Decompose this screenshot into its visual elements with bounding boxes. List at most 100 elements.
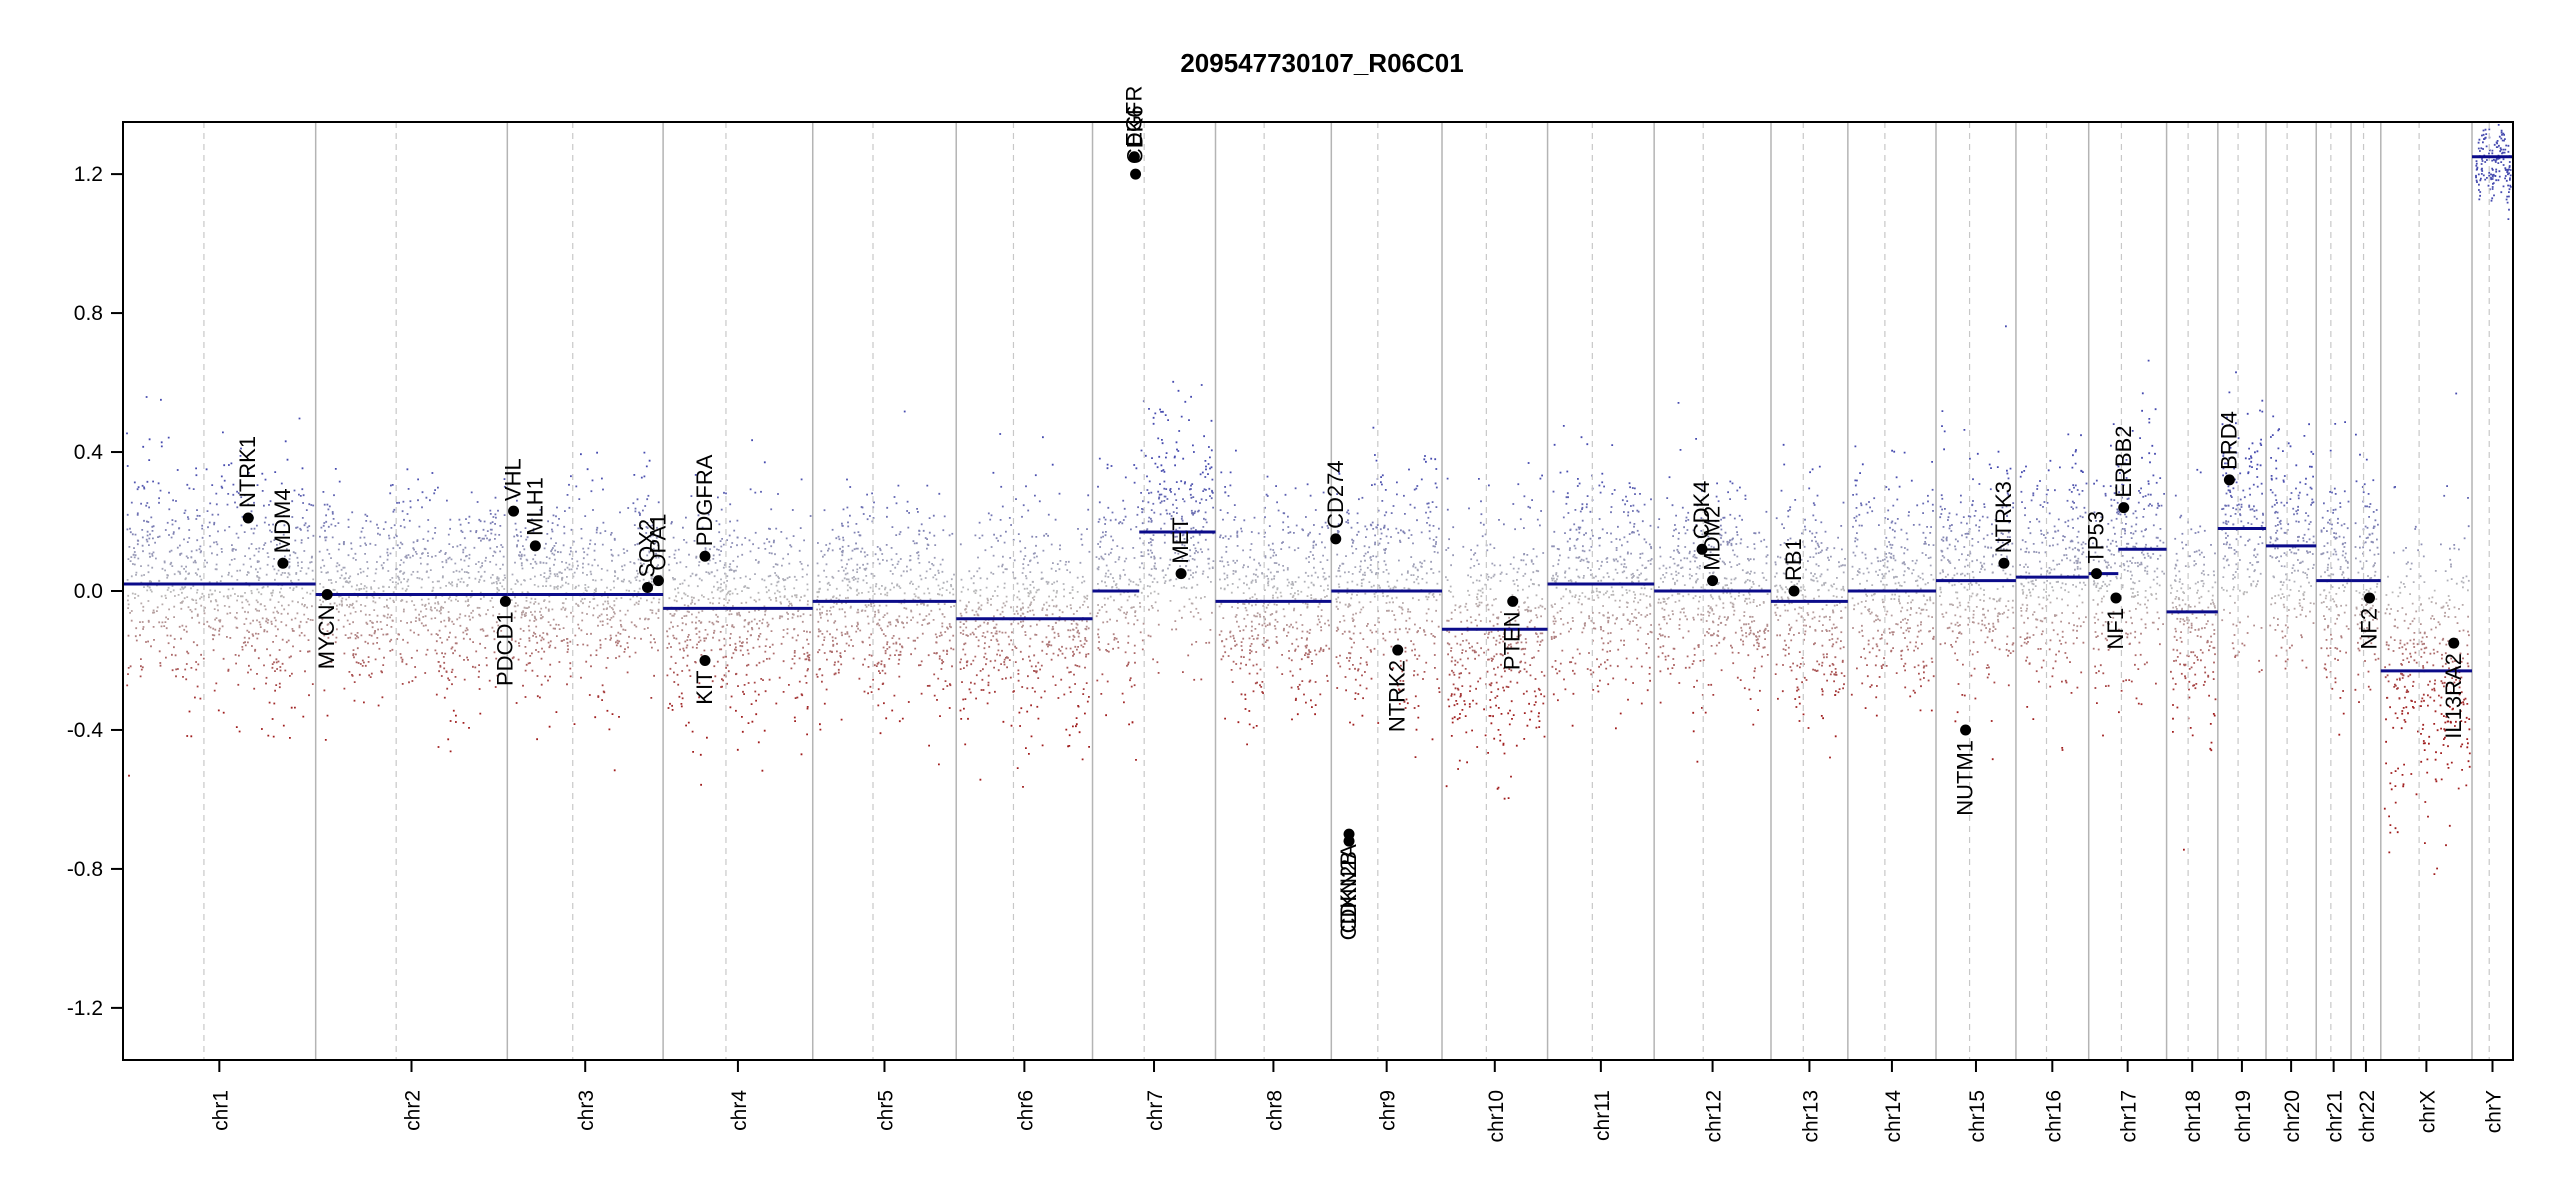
probe-points-chr21 [2319,421,2350,736]
y-tick-label: -1.2 [67,997,103,1020]
gene-marker [1507,595,1519,607]
gene-marker [1788,585,1800,597]
probe-points-chr9 [1335,426,1441,758]
gene-label: NUTM1 [1953,740,1978,816]
probe-points-chr20 [2269,415,2315,670]
gene-label: RB1 [1781,538,1806,581]
segments-layer [123,155,2513,673]
x-tick-label: chr11 [1591,1090,1614,1141]
gene-marker [1960,724,1972,736]
gene-label: KIT [692,670,717,704]
gene-marker [699,654,711,666]
x-tick-label: chr19 [2232,1090,2255,1143]
probe-points-chr4 [666,439,812,786]
chromosome-boundaries-layer [203,122,2490,1060]
x-tick-label: chr8 [1263,1090,1286,1131]
gene-marker [1330,533,1342,545]
x-tick-label: chr16 [2042,1090,2065,1143]
x-tick-label: chr22 [2356,1090,2379,1143]
probe-points-chr6 [959,433,1092,788]
probe-points-chr7 [1095,380,1215,761]
probe-points-chr8 [1218,449,1331,746]
probe-points-chr2 [318,468,506,753]
x-tick-label: chr6 [1014,1090,1037,1131]
gene-marker [508,505,520,517]
gene-marker [2448,637,2460,649]
gene-label: NTRK2 [1385,660,1410,732]
gene-marker [642,582,654,594]
gene-label: EGFR [1121,86,1146,147]
chart-title: 209547730107_R06C01 [1180,48,1463,78]
gene-marker [1130,168,1142,180]
x-tick-label: chr17 [2118,1090,2141,1143]
gene-marker [499,595,511,607]
y-axis: -1.2 -0.8 -0.4 0.0 0.4 0.8 1.2 [67,163,124,1020]
gene-marker [277,557,289,569]
x-tick-label: chrY [2483,1090,2506,1133]
x-tick-label: chr2 [402,1090,425,1131]
gene-label: NF1 [2103,608,2128,650]
plot-frame [122,121,2514,1061]
probe-points-chrY [2475,124,2512,220]
probe-points-chr5 [815,410,955,766]
gene-marker [1175,568,1187,580]
probe-points-chr19 [2220,371,2264,673]
y-tick-label: -0.8 [67,858,103,881]
x-tick-label: chr3 [575,1090,598,1131]
gene-label: MDM4 [270,488,295,553]
gene-label: ERBB2 [2111,425,2136,497]
gene-label: PDCD1 [492,611,517,686]
gene-marker [2110,592,2122,604]
y-tick-label: 0.0 [74,580,103,603]
gene-marker [1343,835,1355,847]
x-tick-label: chrX [2416,1090,2439,1133]
probe-points-chr14 [1850,445,1935,717]
gene-label: CDKN2B [1336,851,1361,940]
gene-marker [652,575,664,587]
y-tick-label: 0.8 [74,302,103,325]
gene-marker [1998,557,2010,569]
gene-label: MET [1168,517,1193,563]
gene-marker [2363,592,2375,604]
x-tick-label: chr12 [1703,1090,1726,1143]
gene-label: TP53 [2083,511,2108,564]
gene-marker [1128,151,1140,163]
x-tick-label: chr10 [1485,1090,1508,1143]
gene-marker [529,540,541,552]
gene-label: NF2 [2356,608,2381,650]
gene-marker [2223,474,2235,486]
probe-points-chrX [2383,392,2471,875]
gene-label: CDK4 [1689,481,1714,540]
probe-points-chr3 [510,451,662,772]
gene-label: OPA1 [645,514,670,571]
gene-label: CDKN2A [1336,844,1361,934]
probe-points-chr15 [1939,325,2015,761]
probe-points-chr1 [126,396,315,777]
probe-points-chr18 [2169,468,2217,851]
gene-marker [1707,575,1719,587]
gene-marker [321,588,333,600]
gene-marker [2090,568,2102,580]
gene-marker [242,512,254,524]
x-tick-label: chr7 [1144,1090,1167,1131]
gene-marker [2118,502,2130,514]
gene-label: PTEN [1500,611,1525,670]
y-tick-label: -0.4 [67,719,104,742]
y-tick-label: 1.2 [74,163,103,186]
x-tick-label: chr4 [728,1090,751,1131]
probe-points-chr22 [2354,433,2380,703]
x-tick-label: chr14 [1882,1090,1905,1143]
gene-label: IL13RA2 [2441,653,2466,739]
gene-label: SOX2 [635,519,660,578]
y-tick-label: 0.4 [74,441,104,464]
probe-points-chr11 [1550,425,1653,730]
gene-label: CD274 [1323,460,1348,528]
gene-marker [699,550,711,562]
probe-points-chr16 [2019,433,2088,751]
gene-label: PDGFRA [692,454,717,546]
gene-label: MYCN [314,604,339,669]
gene-label: MLH1 [522,477,547,536]
probe-points-layer [126,124,2512,875]
